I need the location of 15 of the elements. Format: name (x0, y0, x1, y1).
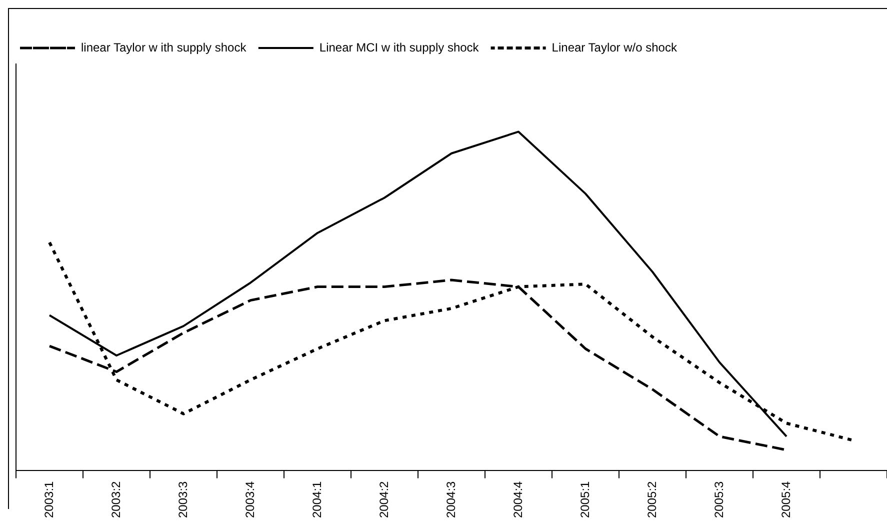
x-tick-label: 2005:2 (644, 480, 659, 518)
x-tick-label: 2003:2 (108, 480, 123, 518)
x-tick-label: 2003:3 (176, 480, 190, 518)
x-tick-label: 2004:4 (510, 480, 525, 518)
x-tick-label: 2004:2 (376, 480, 391, 518)
legend-label: Linear Taylor w/o shock (552, 40, 678, 54)
x-tick-label: 2004:3 (444, 480, 458, 518)
x-tick-label: 2003:4 (242, 480, 257, 518)
x-tick-label: 2005:4 (778, 480, 793, 518)
x-tick-label: 2004:1 (310, 480, 324, 518)
legend-label: linear Taylor w ith supply shock (81, 40, 248, 54)
x-tick-label: 2005:3 (712, 480, 726, 518)
x-tick-label: 2005:1 (578, 480, 592, 518)
x-tick-label: 2003:1 (42, 480, 56, 518)
legend-label: Linear MCI w ith supply shock (319, 40, 480, 54)
